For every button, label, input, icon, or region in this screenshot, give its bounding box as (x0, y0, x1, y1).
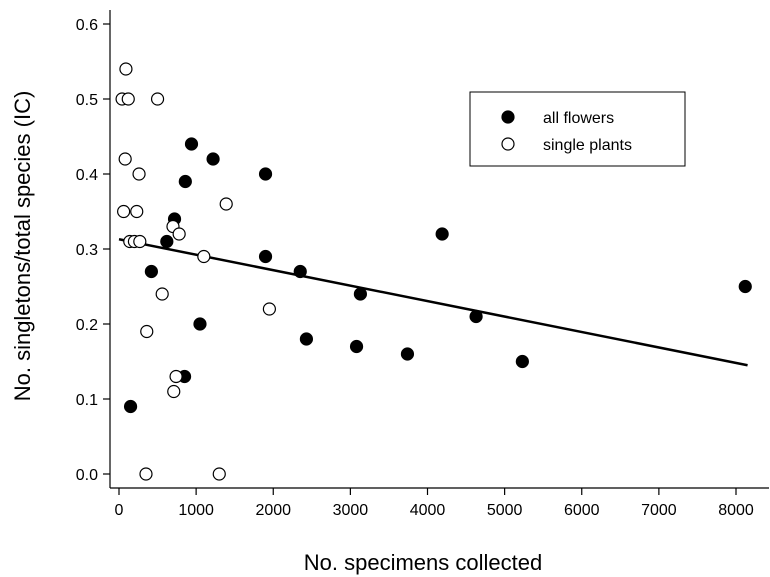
x-tick-label: 8000 (718, 502, 754, 519)
point-all-flowers (193, 317, 207, 331)
x-tick-label: 0 (115, 502, 124, 519)
point-all-flowers (178, 174, 192, 189)
point-single-plants (167, 384, 181, 399)
point-all-flowers (160, 234, 174, 249)
point-all-flowers (435, 227, 449, 241)
y-tick-label: 0.4 (76, 167, 98, 184)
y-tick-label: 0.2 (76, 317, 98, 334)
point-single-plants (212, 467, 226, 481)
y-tick-label: 0.1 (76, 392, 98, 409)
y-axis-title: No. singletons/total species (IC) (10, 91, 35, 402)
point-single-plants (262, 302, 276, 316)
point-all-flowers (258, 249, 273, 264)
x-axis-ticks: 0 1000 2000 3000 4000 5000 6000 7000 8000 (115, 488, 754, 519)
point-single-plants (118, 152, 132, 166)
point-single-plants (150, 92, 165, 106)
x-tick-label: 5000 (487, 502, 523, 519)
x-tick-label: 2000 (255, 502, 291, 519)
y-tick-label: 0.6 (76, 17, 98, 34)
y-tick-label: 0.0 (76, 467, 98, 484)
point-all-flowers (258, 167, 273, 181)
legend-label-all-flowers: all flowers (543, 110, 614, 127)
point-all-flowers (293, 264, 307, 279)
point-single-plants (117, 204, 131, 219)
point-single-plants (121, 92, 135, 106)
point-all-flowers (738, 279, 752, 294)
point-single-plants (119, 62, 133, 76)
point-single-plants (132, 167, 146, 181)
y-tick-label: 0.5 (76, 92, 98, 109)
point-single-plants (219, 197, 233, 211)
point-all-flowers (469, 309, 483, 324)
point-all-flowers (144, 264, 158, 279)
x-tick-label: 6000 (564, 502, 600, 519)
data-points (115, 62, 752, 481)
axes (109, 10, 769, 489)
x-tick-label: 1000 (178, 502, 214, 519)
x-axis-title: No. specimens collected (304, 550, 542, 575)
point-single-plants (133, 234, 147, 249)
legend-label-single-plants: single plants (543, 137, 632, 154)
x-tick-label: 4000 (410, 502, 446, 519)
point-all-flowers (206, 152, 220, 166)
point-all-flowers (515, 354, 529, 369)
legend: all flowers single plants (469, 91, 686, 167)
legend-marker-all-flowers (501, 110, 515, 124)
point-all-flowers (299, 332, 314, 346)
legend-marker-single-plants (501, 137, 515, 151)
point-single-plants (139, 467, 153, 481)
point-all-flowers (353, 287, 368, 301)
legend-box (469, 91, 686, 167)
x-tick-label: 3000 (333, 502, 369, 519)
point-single-plants (155, 287, 169, 301)
trend-line (118, 238, 748, 367)
point-all-flowers (123, 399, 138, 414)
point-single-plants (130, 204, 144, 219)
y-axis-ticks: 0.0 0.1 0.2 0.3 0.4 0.5 0.6 (76, 17, 110, 484)
point-single-plants (197, 249, 211, 264)
point-all-flowers (349, 339, 364, 354)
point-single-plants (140, 324, 154, 339)
x-tick-label: 7000 (641, 502, 677, 519)
point-all-flowers (400, 347, 415, 361)
point-all-flowers (184, 137, 199, 151)
point-single-plants (172, 227, 186, 241)
point-single-plants (169, 369, 183, 384)
y-tick-label: 0.3 (76, 242, 98, 259)
